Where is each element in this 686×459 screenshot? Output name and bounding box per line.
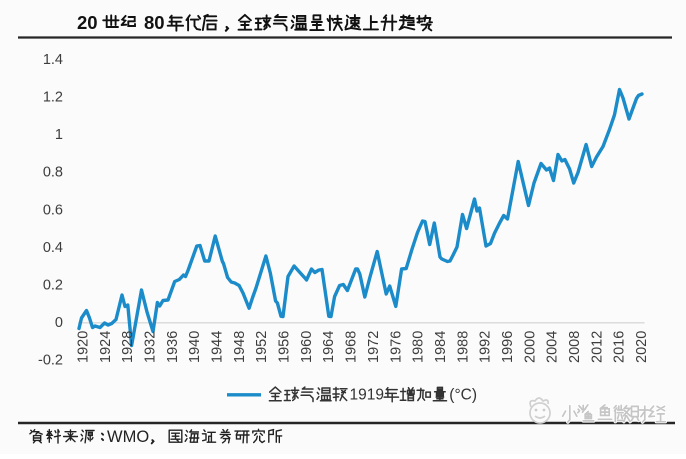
svg-text:1996: 1996 xyxy=(500,331,516,363)
svg-text:1919: 1919 xyxy=(350,387,384,404)
svg-text:2020: 2020 xyxy=(634,331,650,363)
svg-text:1.4: 1.4 xyxy=(43,52,63,68)
svg-text:1944: 1944 xyxy=(210,331,226,363)
svg-text:1988: 1988 xyxy=(455,331,471,363)
svg-text:1972: 1972 xyxy=(366,331,382,363)
svg-text:1.2: 1.2 xyxy=(43,90,63,106)
svg-text:2016: 2016 xyxy=(612,331,628,363)
svg-text:0: 0 xyxy=(55,315,63,331)
svg-text:1928: 1928 xyxy=(120,331,136,363)
svg-text:80: 80 xyxy=(144,12,165,33)
svg-text:1952: 1952 xyxy=(254,331,270,363)
svg-text:0.4: 0.4 xyxy=(43,240,63,256)
svg-text:0.6: 0.6 xyxy=(43,202,63,218)
svg-text:20: 20 xyxy=(77,12,98,33)
svg-text:-0.2: -0.2 xyxy=(38,353,63,369)
svg-text:1936: 1936 xyxy=(165,331,181,363)
svg-text:1940: 1940 xyxy=(187,331,203,363)
svg-text:2012: 2012 xyxy=(589,331,605,363)
svg-text:1964: 1964 xyxy=(321,331,337,363)
svg-text:1992: 1992 xyxy=(478,331,494,363)
svg-text:1968: 1968 xyxy=(344,331,360,363)
svg-text:1920: 1920 xyxy=(76,331,92,363)
svg-text:1984: 1984 xyxy=(433,331,449,363)
svg-text:1948: 1948 xyxy=(232,331,248,363)
svg-text:1: 1 xyxy=(55,127,63,143)
svg-text:1980: 1980 xyxy=(411,331,427,363)
svg-text:1932: 1932 xyxy=(143,331,159,363)
svg-text:0.2: 0.2 xyxy=(43,277,63,293)
svg-text:1960: 1960 xyxy=(299,331,315,363)
svg-text:1924: 1924 xyxy=(98,331,114,363)
svg-text:0.8: 0.8 xyxy=(43,165,63,181)
svg-text:(°C): (°C) xyxy=(449,387,477,404)
svg-text:1956: 1956 xyxy=(277,331,293,363)
svg-text:2008: 2008 xyxy=(567,331,583,363)
svg-text:2004: 2004 xyxy=(545,331,561,363)
svg-text:2000: 2000 xyxy=(522,331,538,363)
svg-text:1976: 1976 xyxy=(388,331,404,363)
svg-text:WMO: WMO xyxy=(107,428,149,446)
